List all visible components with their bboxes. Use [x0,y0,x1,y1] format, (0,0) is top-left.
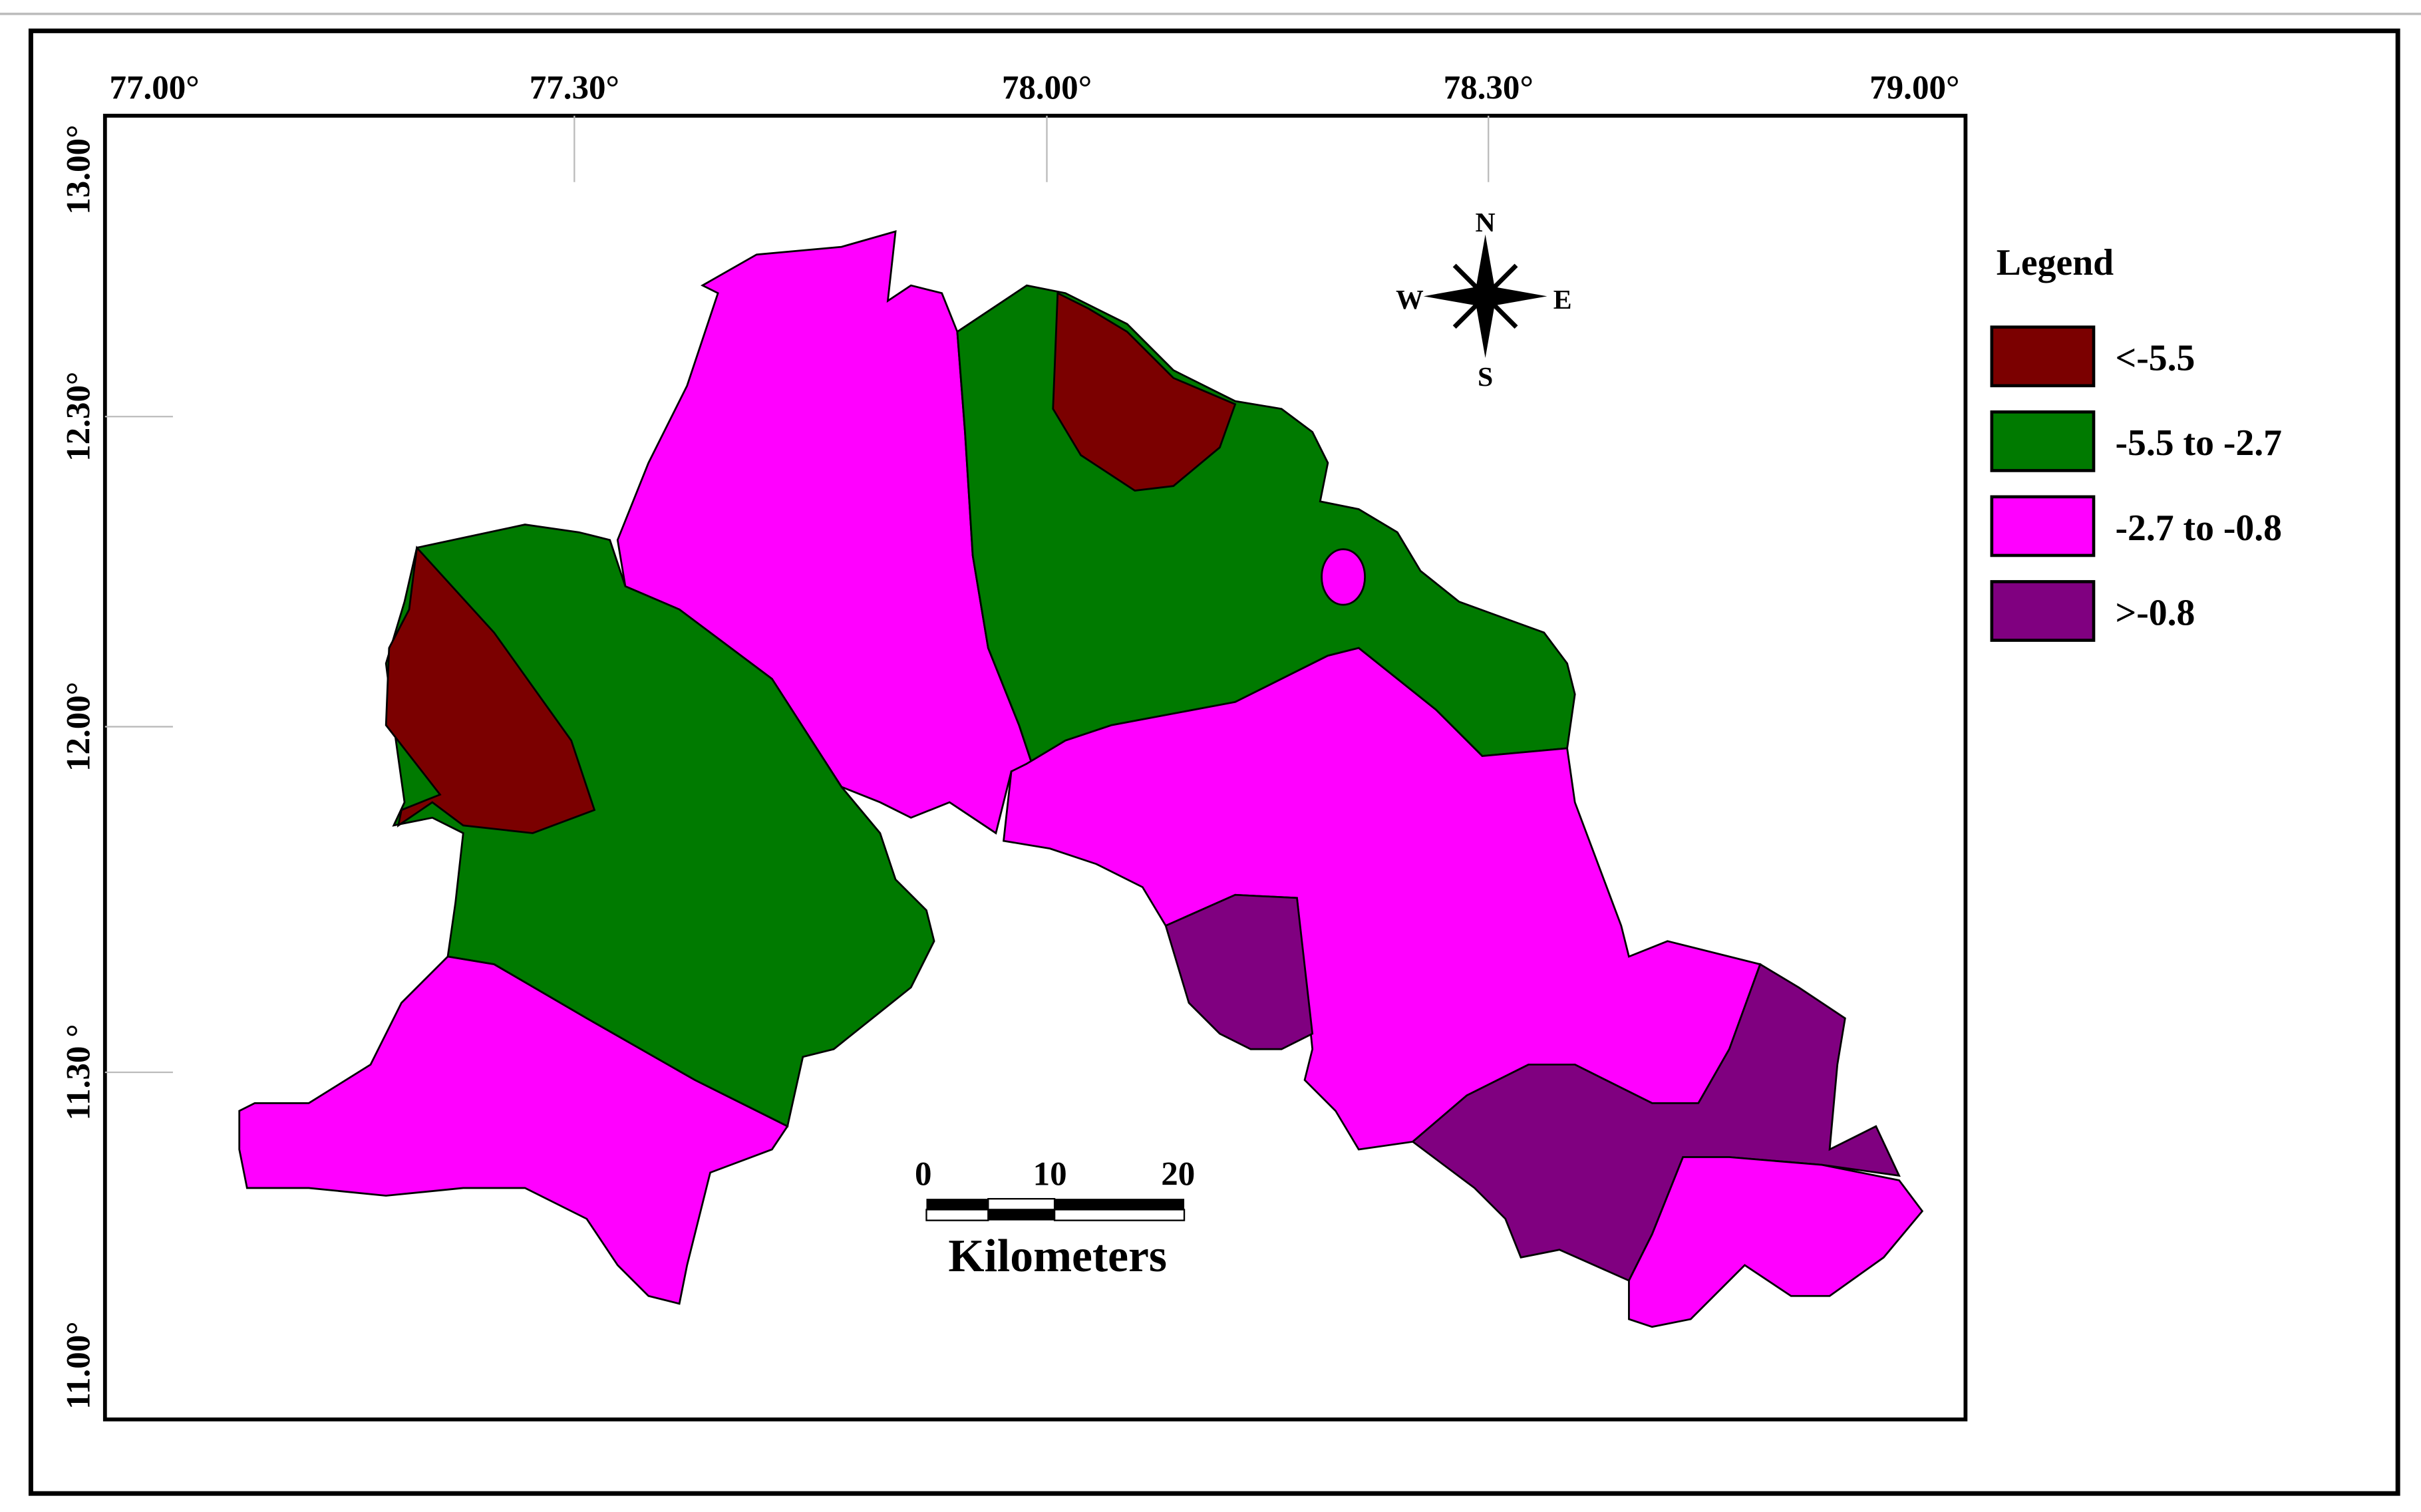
compass: N S E W [1396,208,1572,392]
scale-label: 0 [915,1155,932,1193]
y-label: 11.30 ° [61,1024,98,1120]
scale-segment [1054,1199,1185,1210]
compass-arrow [1452,263,1518,329]
y-label: 12.00° [61,682,98,772]
region [1411,963,1901,1282]
legend-swatch [1990,495,2096,557]
legend-swatch [1990,410,2096,472]
compass-label: N [1476,208,1496,238]
region [1164,893,1314,1050]
legend-title: Legend [1997,242,2114,283]
compass-arrow [1452,263,1518,329]
compass-label: W [1396,285,1424,315]
compass-arrow [1423,287,1486,306]
compass-arrow [1476,296,1495,359]
x-label: 78.00° [1002,69,1092,106]
scale-segment [988,1209,1055,1221]
x-labels: 77.00° 77.30° 78.00° 78.30° 79.00° [109,69,1959,106]
scale-segment [926,1199,989,1210]
x-label: 77.30° [530,69,619,106]
y-labels: 13.00° 12.30° 12.00° 11.30 ° 11.00° [61,125,98,1410]
scale-label: 10 [1033,1155,1067,1193]
region [1052,291,1237,492]
region [385,545,596,834]
scale-bar: 0 10 20 Kilometers [915,1155,1195,1282]
region [1321,548,1366,606]
legend-swatch [1990,580,2096,642]
compass-arrow [1476,234,1495,297]
x-label: 77.00° [109,69,199,106]
x-label: 79.00° [1869,69,1959,106]
legend-label: >-0.8 [2115,592,2195,633]
region [238,955,789,1305]
legend-items: <-5.5 -5.5 to -2.7 -2.7 to -0.8 >-0.8 [1990,325,2282,642]
scale-segment [925,1209,989,1221]
legend-swatch [1990,325,2096,388]
legend-label: <-5.5 [2115,338,2195,379]
scale-segment [987,1198,1056,1211]
compass-label: E [1553,285,1572,315]
x-label: 78.30° [1444,69,1533,106]
y-label: 12.30° [61,372,98,462]
region [1002,647,1762,1151]
outer-frame [28,28,2400,1496]
compass-label: S [1478,362,1493,392]
legend-label: -2.7 to -0.8 [2115,508,2282,549]
legend-label: -5.5 to -2.7 [2115,422,2282,464]
map-frame [102,114,1968,1422]
legend: Legend <-5.5 -5.5 to -2.7 -2.7 to -0.8 >-0.… [1990,242,2282,642]
scale-label: 20 [1161,1155,1195,1193]
scale-segment [1053,1209,1186,1221]
compass-arrow [1485,287,1547,306]
graticule [104,115,1490,1074]
y-label: 11.00° [61,1321,98,1409]
regions [238,230,1924,1328]
region [1628,1156,1924,1328]
scale-unit: Kilometers [948,1231,1167,1282]
y-label: 13.00° [61,125,98,215]
